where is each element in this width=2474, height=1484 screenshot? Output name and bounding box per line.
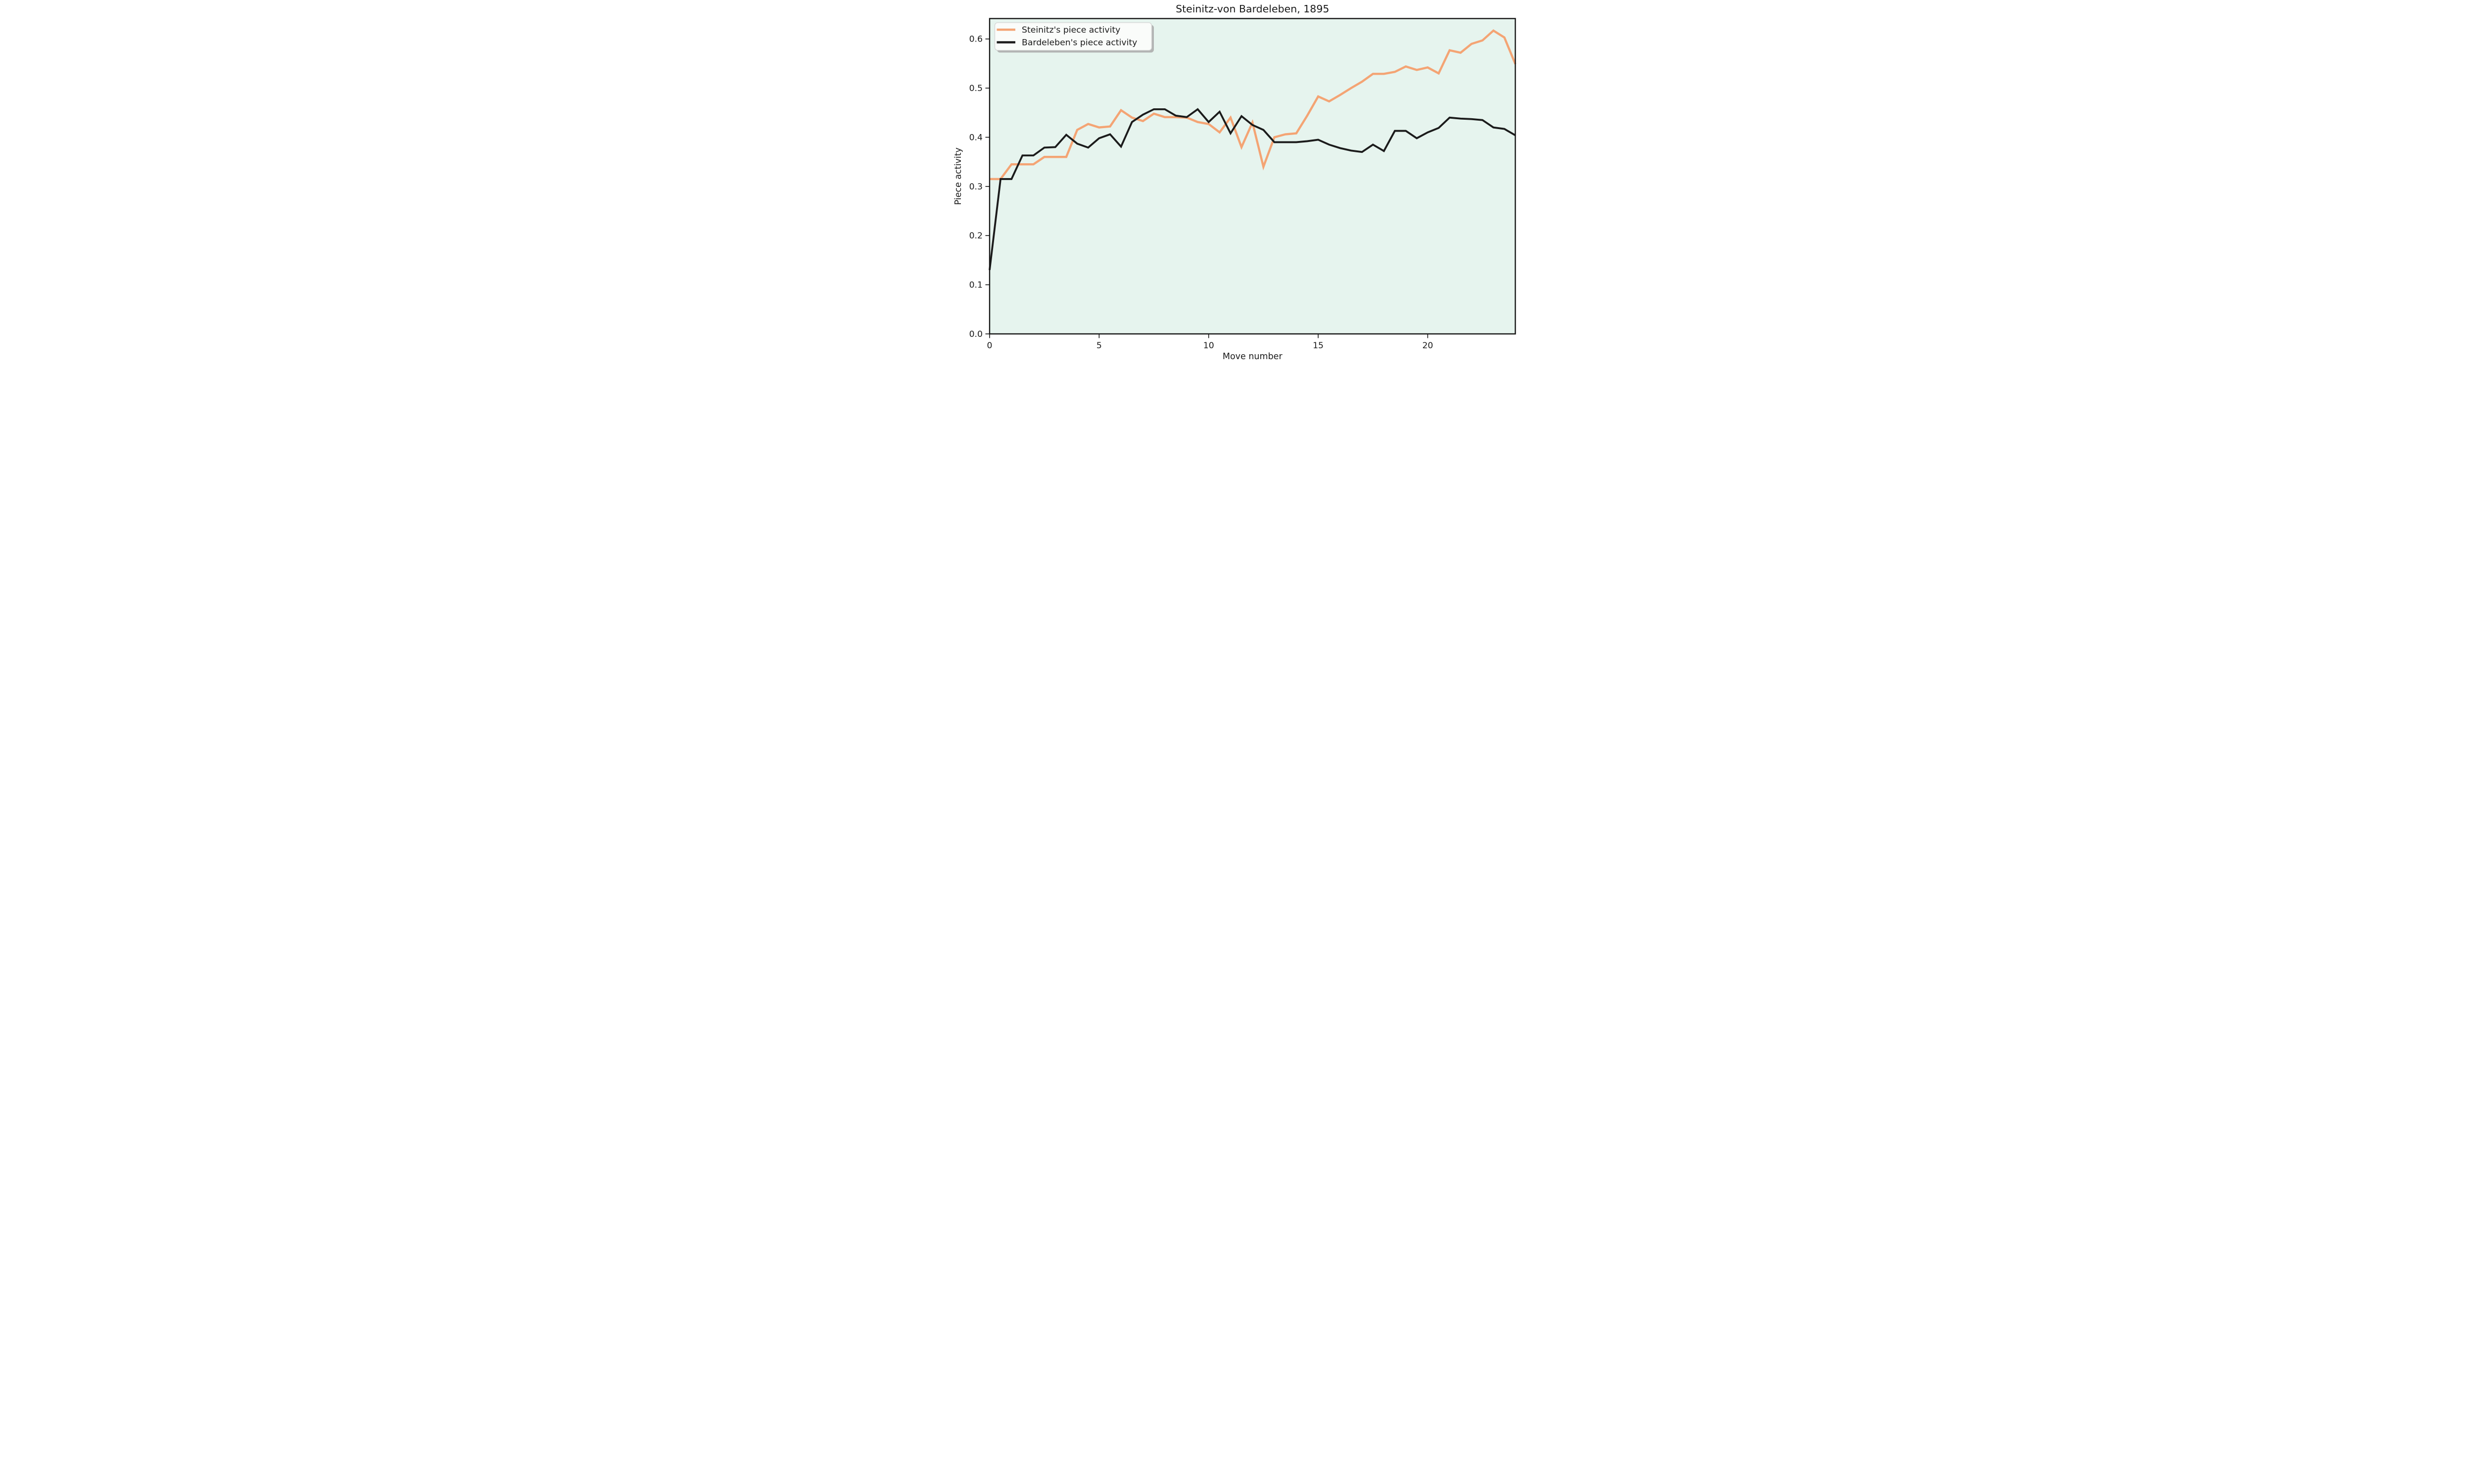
line-chart: 0 5 10 15 20 0.0 0.1 0.2 0.3 0.4 0.5 0.6 Steinitz-v… <box>928 0 1546 371</box>
legend-box <box>994 22 1152 51</box>
series-bardeleben-line <box>989 108 1516 271</box>
chart-title: Steinitz-von Bardeleben, 1895 <box>1176 3 1329 15</box>
series-lines <box>989 29 1517 271</box>
x-tick-label: 10 <box>1203 341 1214 351</box>
x-tick-label: 15 <box>1313 341 1324 351</box>
x-tick-label: 0 <box>987 341 993 351</box>
x-tick-label: 5 <box>1096 341 1102 351</box>
y-tick-label: 0.1 <box>969 280 983 290</box>
y-tick-label: 0.6 <box>969 35 983 45</box>
plot-border <box>989 18 1516 335</box>
plot-area <box>990 18 1516 334</box>
axis-ticks: 0 5 10 15 20 0.0 0.1 0.2 0.3 0.4 0.5 0.6 <box>969 35 1433 351</box>
x-tick-label: 20 <box>1422 341 1433 351</box>
y-tick-label: 0.5 <box>969 84 983 93</box>
x-axis-label: Move number <box>1223 352 1283 362</box>
y-tick-label: 0.0 <box>969 329 983 339</box>
y-tick-label: 0.2 <box>969 231 983 241</box>
figure: 0 5 10 15 20 0.0 0.1 0.2 0.3 0.4 0.5 0.6 Steinitz-v… <box>928 0 1546 371</box>
legend-label-steinitz: Steinitz's piece activity <box>1022 25 1120 35</box>
y-tick-label: 0.4 <box>969 133 983 142</box>
legend-label-bardeleben: Bardeleben's piece activity <box>1022 38 1137 48</box>
y-axis-label: Piece activity <box>953 147 963 205</box>
legend: Steinitz's piece activity Bardeleben's p… <box>994 22 1154 53</box>
series-steinitz-line <box>990 29 1517 181</box>
y-tick-label: 0.3 <box>969 182 983 192</box>
